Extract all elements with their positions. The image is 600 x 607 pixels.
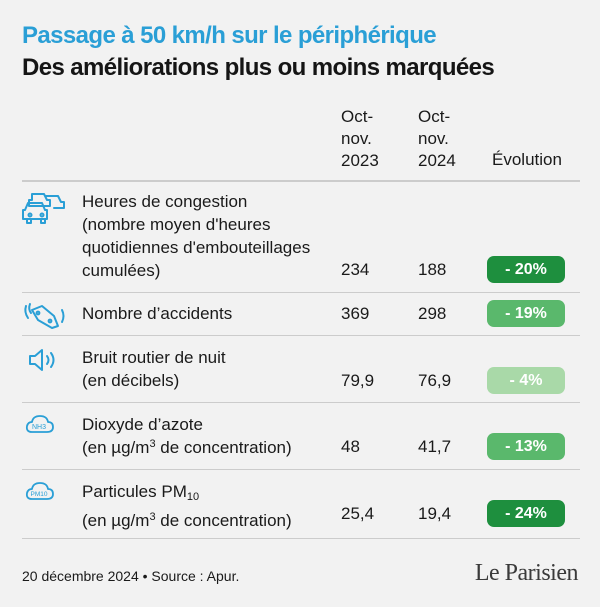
row-label-line: cumulées): [82, 261, 161, 280]
evolution-badge: - 20%: [487, 256, 565, 283]
row-label-accidents: Nombre d’accidents: [82, 302, 232, 325]
row-label-line: (nombre moyen d'heures: [82, 215, 271, 234]
value-2023: 234: [341, 260, 370, 279]
column-header-2024-line: nov.: [418, 129, 449, 148]
column-header-2023-line: 2023: [341, 151, 379, 170]
unit-suffix: de concentration): [155, 438, 292, 457]
row-label-congestion: Heures de congestion (nombre moyen d'heu…: [82, 190, 310, 282]
nh3-label: NH3: [32, 424, 46, 431]
row-label-noise: Bruit routier de nuit (en décibels): [82, 346, 226, 392]
column-header-evolution: Évolution: [492, 150, 562, 169]
chart-title: Passage à 50 km/h sur le périphérique: [22, 22, 437, 49]
row-label-line: quotidiennes d'embouteillages: [82, 238, 311, 257]
value-2024: 188: [418, 260, 447, 279]
evolution-badge: - 13%: [487, 433, 565, 460]
row-divider: [22, 402, 580, 403]
row-label-unit: (en µg/m3 de concentration): [82, 436, 292, 459]
row-label-line: Nombre d’accidents: [82, 304, 233, 323]
evolution-badge: - 4%: [487, 367, 565, 394]
traffic-jam-icon: [22, 188, 68, 231]
evolution-badge: - 24%: [487, 500, 565, 527]
row-divider: [22, 335, 580, 336]
row-label-line: Bruit routier de nuit: [82, 348, 226, 367]
row-label-pm10: Particules PM10 (en µg/m3 de concentrati…: [82, 480, 292, 532]
header-divider: [22, 180, 580, 182]
speaker-icon: [22, 346, 68, 379]
column-header-2024: Oct- nov. 2024: [418, 106, 456, 172]
row-label-line: Heures de congestion: [82, 192, 248, 211]
pm10-label: PM10: [31, 491, 48, 498]
column-header-2024-line: Oct-: [418, 107, 451, 126]
unit-prefix: (en µg/m: [82, 511, 150, 530]
value-2023: 48: [341, 437, 360, 456]
column-header-2023-line: nov.: [341, 129, 372, 148]
row-divider: [22, 469, 580, 470]
chart-subtitle: Des améliorations plus ou moins marquées: [22, 54, 495, 81]
unit-prefix: (en µg/m: [82, 438, 150, 457]
value-2024: 76,9: [418, 371, 452, 390]
particles-icon: PM10: [22, 479, 68, 510]
value-2023: 25,4: [341, 504, 375, 523]
accident-icon: [22, 300, 68, 335]
column-header-2024-line: 2024: [418, 151, 456, 170]
value-2024: 41,7: [418, 437, 452, 456]
unit-exponent: 3: [149, 438, 156, 450]
value-2023: 79,9: [341, 371, 375, 390]
row-label-line: Particules PM10: [82, 480, 292, 509]
row-label-line: (en décibels): [82, 371, 180, 390]
pm-label-subscript: 10: [186, 491, 200, 503]
value-2024: 19,4: [418, 504, 452, 523]
row-divider: [22, 538, 580, 539]
pm-label-text: Particules PM: [82, 482, 187, 501]
le-parisien-logo: Le Parisien: [474, 560, 579, 586]
value-2024: 298: [418, 304, 447, 323]
value-2023: 369: [341, 304, 370, 323]
row-divider: [22, 292, 580, 293]
source-note: 20 décembre 2024 • Source : Apur.: [22, 568, 240, 584]
column-header-2023-line: Oct-: [341, 107, 374, 126]
unit-exponent: 3: [149, 511, 156, 523]
evolution-badge: - 19%: [487, 300, 565, 327]
row-label-line: Dioxyde d’azote: [82, 415, 203, 434]
column-header-2023: Oct- nov. 2023: [341, 106, 379, 172]
nitrogen-dioxide-icon: NH3: [22, 412, 68, 443]
unit-suffix: de concentration): [155, 511, 292, 530]
row-label-unit: (en µg/m3 de concentration): [82, 509, 292, 532]
row-label-no2: Dioxyde d’azote (en µg/m3 de concentrati…: [82, 413, 292, 459]
